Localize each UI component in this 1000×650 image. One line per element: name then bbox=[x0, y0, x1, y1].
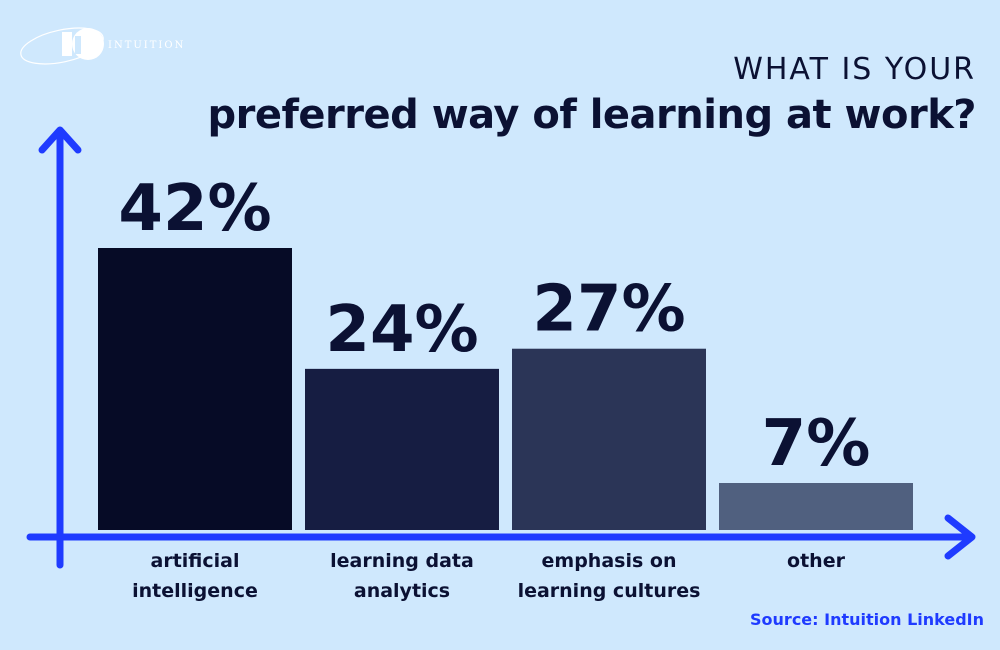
category-label-1-1: artificial bbox=[151, 550, 240, 572]
title-line1: WHAT IS YOUR bbox=[733, 52, 976, 87]
category-label-1-2: intelligence bbox=[132, 580, 258, 602]
category-label-2-2: analytics bbox=[354, 580, 450, 602]
bar-4 bbox=[719, 483, 913, 530]
category-label-3-1: emphasis on bbox=[542, 550, 677, 572]
bar-3 bbox=[512, 348, 706, 530]
y-axis-arrow bbox=[38, 126, 82, 154]
value-label-4: 7% bbox=[762, 407, 871, 481]
intuition-logo bbox=[20, 27, 104, 65]
title-line2: preferred way of learning at work? bbox=[207, 92, 977, 138]
category-label-3-2: learning cultures bbox=[518, 580, 701, 602]
value-label-1: 42% bbox=[118, 172, 271, 246]
value-label-3: 27% bbox=[532, 273, 685, 347]
source-note: Source: Intuition LinkedIn bbox=[750, 610, 984, 629]
category-label-4-1: other bbox=[787, 550, 846, 572]
bar-2 bbox=[305, 368, 499, 530]
brand-name: INTUITION bbox=[108, 40, 186, 51]
category-label-2-1: learning data bbox=[330, 550, 474, 572]
value-label-2: 24% bbox=[325, 293, 478, 367]
x-axis-arrow bbox=[944, 514, 976, 560]
bar-1 bbox=[98, 248, 292, 530]
